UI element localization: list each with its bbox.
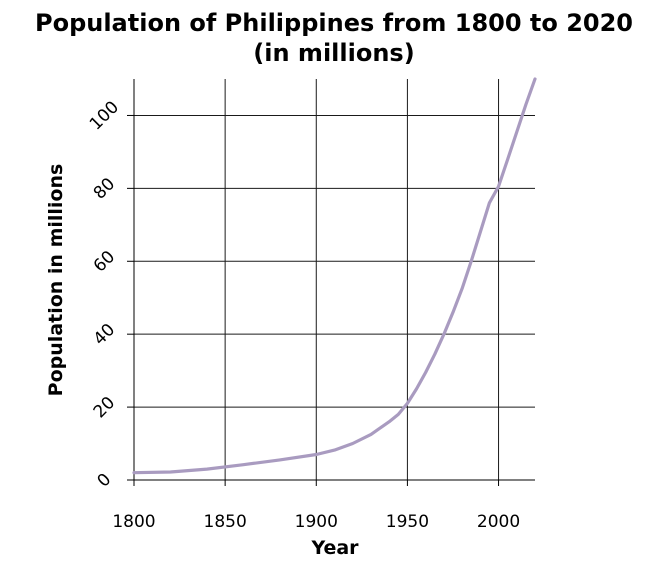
x-axis-label: Year [310, 537, 359, 559]
chart-title-line-2: (in millions) [253, 39, 414, 67]
y-axis-label: Population in millions [45, 164, 67, 397]
x-tick-label: 1900 [295, 512, 338, 532]
y-tick-label: 20 [90, 393, 119, 422]
chart-title-line-1: Population of Philippines from 1800 to 2… [35, 9, 633, 37]
x-tick-label: 1850 [204, 512, 247, 532]
y-tick-label: 80 [90, 174, 119, 203]
y-tick-label: 0 [94, 470, 116, 492]
x-tick-label: 2000 [477, 512, 520, 532]
grid [133, 79, 535, 480]
plot-area [134, 79, 535, 480]
y-tick-label: 100 [86, 97, 123, 134]
y-tick-label: 60 [90, 247, 119, 276]
x-tick-label: 1800 [112, 512, 155, 532]
series-layer [132, 77, 537, 475]
series-line [132, 77, 537, 475]
y-tick-label: 40 [90, 320, 119, 349]
x-tick-label: 1950 [386, 512, 429, 532]
